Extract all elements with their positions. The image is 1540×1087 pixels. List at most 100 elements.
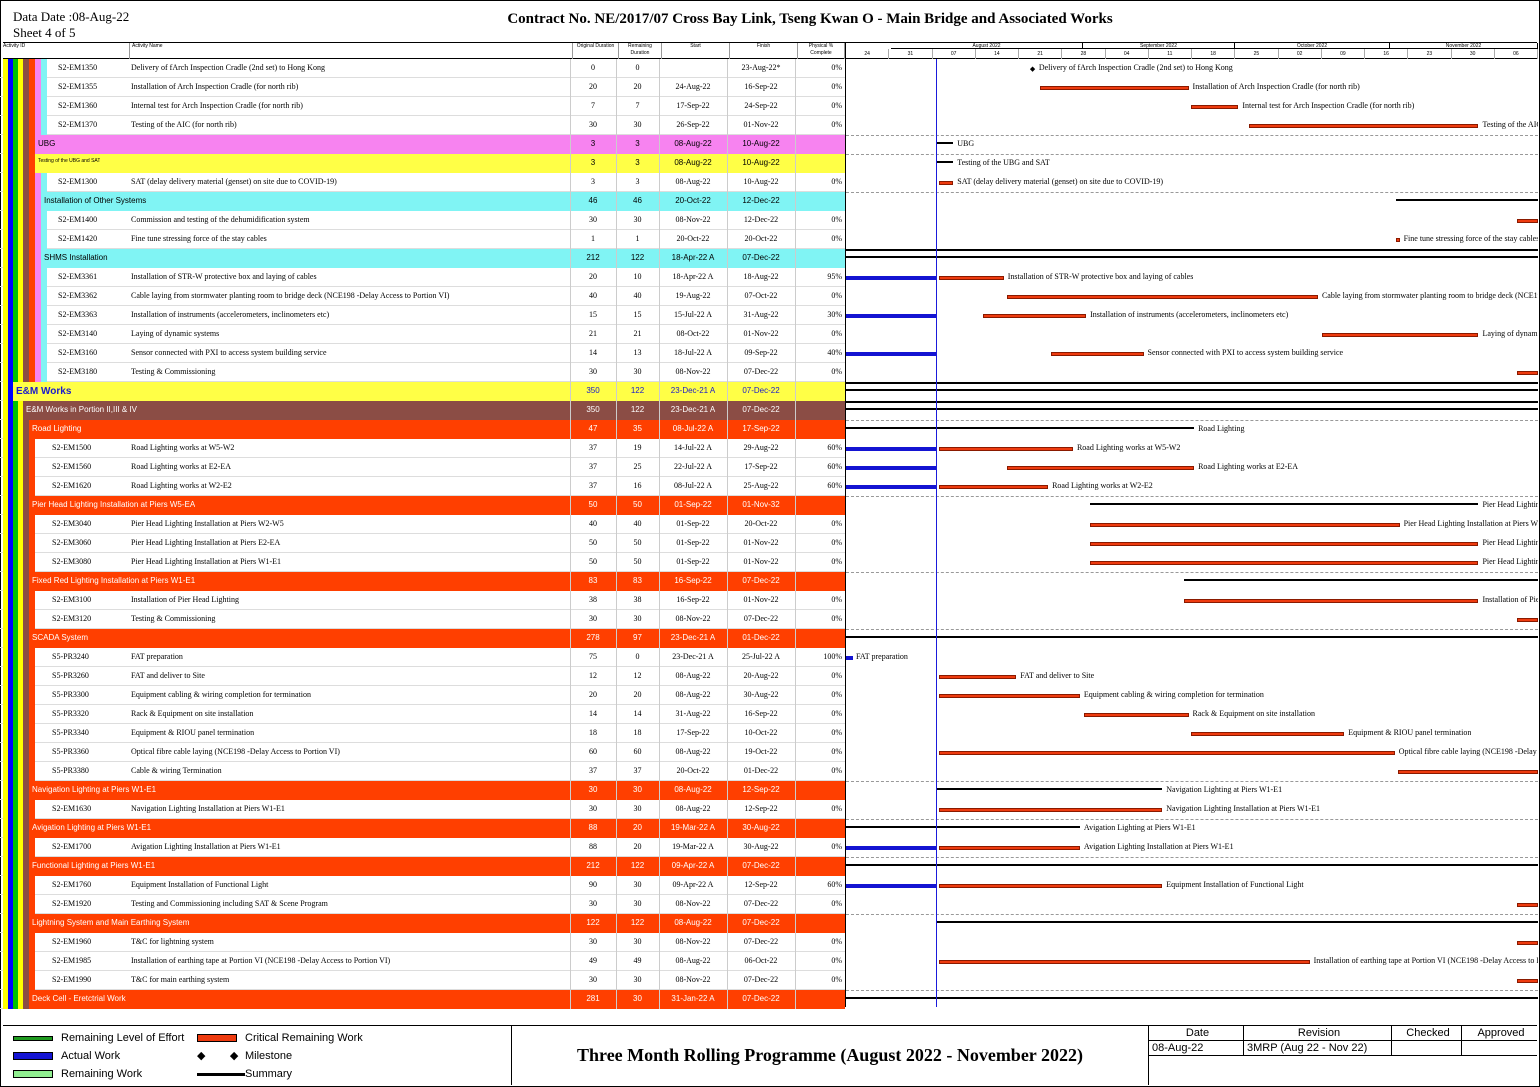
activity-row[interactable]: S2-EM3361 Installation of STR-W protectiv… — [0, 268, 845, 287]
wbs-group-row[interactable]: SHMS Installation 212 122 18-Apr-22 A 07-Dec… — [0, 249, 845, 268]
wbs-group-row[interactable]: E&M Works in Portion II,III & IV 350 122 23… — [0, 401, 845, 420]
activity-row[interactable]: S2-EM3362 Cable laying from stormwater pl… — [0, 287, 845, 306]
column-divider — [616, 344, 617, 363]
remaining-duration: 30 — [633, 994, 642, 1003]
activity-row[interactable]: S2-EM3180 Testing & Commissioning 30 30 08-N… — [0, 363, 845, 382]
remaining-duration: 3 — [635, 158, 640, 167]
activity-name: Equipment Installation of Functional Lig… — [131, 880, 269, 889]
activity-row[interactable]: S2-EM1350 Delivery of fArch Inspection Cr… — [0, 59, 845, 78]
activity-id: S5-PR3260 — [52, 671, 89, 680]
activity-row[interactable]: S5-PR3340 Equipment & RIOU panel terminat… — [0, 724, 845, 743]
group-name: Avigation Lighting at Piers W1-E1 — [32, 823, 152, 832]
activity-row[interactable]: S2-EM1355 Installation of Arch Inspection… — [0, 78, 845, 97]
wbs-level-band — [8, 306, 13, 325]
physical-complete: 0% — [831, 329, 842, 338]
physical-complete: 0% — [831, 709, 842, 718]
activity-row[interactable]: S2-EM1400 Commission and testing of the d… — [0, 211, 845, 230]
original-duration: 20 — [589, 272, 597, 281]
activity-row[interactable]: S2-EM3040 Pier Head Lighting Installation… — [0, 515, 845, 534]
physical-complete: 0% — [831, 595, 842, 604]
start-date: 08-Nov-22 — [675, 614, 711, 623]
wbs-group-row[interactable]: Avigation Lighting at Piers W1-E1 88 20 19-… — [0, 819, 845, 838]
activity-row[interactable]: S2-EM1960 T&C for lightning system 30 30 08-… — [0, 933, 845, 952]
column-divider — [727, 401, 728, 420]
activity-row[interactable]: S2-EM1620 Road Lighting works at W2-E2 37 1… — [0, 477, 845, 496]
activity-row[interactable]: S5-PR3240 FAT preparation 75 0 23-Dec-21 A 25… — [0, 648, 845, 667]
wbs-group-row[interactable]: Lightning System and Main Earthing Syste… — [0, 914, 845, 933]
physical-complete: 0% — [831, 842, 842, 851]
activity-id: S2-EM1300 — [58, 177, 98, 186]
activity-row[interactable]: S2-EM1360 Internal test for Arch Inspecti… — [0, 97, 845, 116]
column-divider — [727, 743, 728, 762]
column-divider — [727, 306, 728, 325]
wbs-group-row[interactable]: Testing of the UBG and SAT 3 3 08-Aug-22 10-… — [0, 154, 845, 173]
wbs-level-band — [29, 59, 35, 78]
column-divider — [616, 306, 617, 325]
activity-row[interactable]: S2-EM3100 Installation of Pier Head Light… — [0, 591, 845, 610]
column-divider — [659, 458, 660, 477]
activity-row[interactable]: S5-PR3320 Rack & Equipment on site instal… — [0, 705, 845, 724]
wbs-level-band — [8, 344, 13, 363]
chart-row-divider — [846, 990, 1538, 991]
wbs-level-band — [29, 211, 35, 230]
wbs-level-band — [8, 629, 13, 648]
wbs-group-row[interactable]: SCADA System 278 97 23-Dec-21 A 01-Dec-22 — [0, 629, 845, 648]
column-divider — [727, 477, 728, 496]
bar-label: Pier Head Lightin — [1482, 499, 1538, 509]
activity-row[interactable]: S2-EM3080 Pier Head Lighting Installation… — [0, 553, 845, 572]
activity-row[interactable]: S2-EM1985 Installation of earthing tape a… — [0, 952, 845, 971]
column-divider — [570, 515, 571, 534]
wbs-group-row[interactable]: Fixed Red Lighting Installation at Piers… — [0, 572, 845, 591]
finish-date: 07-Dec-22 — [743, 975, 779, 984]
column-divider — [659, 629, 660, 648]
actual-work-bar — [846, 446, 938, 451]
column-divider — [727, 287, 728, 306]
wbs-group-row[interactable]: Road Lighting 47 35 08-Jul-22 A 17-Sep-22 — [0, 420, 845, 439]
wbs-level-band — [13, 914, 18, 933]
bar-label: Installation of STR-W protective box and… — [1007, 271, 1194, 281]
wbs-level-band — [18, 857, 23, 876]
timeline-month: November 2022 — [1390, 43, 1538, 49]
wbs-group-row[interactable]: Navigation Lighting at Piers W1-E1 30 30 08… — [0, 781, 845, 800]
wbs-level-band — [23, 439, 29, 458]
column-divider — [659, 990, 660, 1009]
wbs-group-row[interactable]: Pier Head Lighting Installation at Piers… — [0, 496, 845, 515]
activity-row[interactable]: S5-PR3380 Cable & wiring Termination 37 37 2… — [0, 762, 845, 781]
wbs-group-row[interactable]: Installation of Other Systems 46 46 20-Oct-… — [0, 192, 845, 211]
wbs-level-band — [23, 78, 29, 97]
column-divider — [659, 401, 660, 420]
summary-bar-icon — [197, 1072, 245, 1076]
activity-row[interactable]: S2-EM1500 Road Lighting works at W5-W2 37 1… — [0, 439, 845, 458]
activity-row[interactable]: S2-EM1760 Equipment Installation of Funct… — [0, 876, 845, 895]
group-band — [29, 420, 845, 439]
wbs-group-row[interactable]: Functional Lighting at Piers W1-E1 212 122… — [0, 857, 845, 876]
activity-row[interactable]: S2-EM1700 Avigation Lighting Installation… — [0, 838, 845, 857]
wbs-level-band — [41, 306, 47, 325]
activity-row[interactable]: S2-EM1420 Fine tune stressing force of th… — [0, 230, 845, 249]
wbs-group-row[interactable]: UBG 3 3 08-Aug-22 10-Aug-22 — [0, 135, 845, 154]
activity-id: S2-EM1620 — [52, 481, 92, 490]
wbs-level-band — [13, 135, 18, 154]
wbs-level-band — [8, 914, 13, 933]
activity-row[interactable]: S2-EM1990 T&C for main earthing system 30 3… — [0, 971, 845, 990]
activity-row[interactable]: S2-EM1300 SAT (delay delivery material (g… — [0, 173, 845, 192]
activity-row[interactable]: S2-EM1920 Testing and Commissioning inclu… — [0, 895, 845, 914]
activity-row[interactable]: S5-PR3260 FAT and deliver to Site 12 12 08-A… — [0, 667, 845, 686]
activity-row[interactable]: S2-EM3140 Laying of dynamic systems 21 21 08… — [0, 325, 845, 344]
activity-row[interactable]: S2-EM1370 Testing of the AIC (for north r… — [0, 116, 845, 135]
finish-date: 31-Aug-22 — [743, 310, 779, 319]
activity-row[interactable]: S2-EM3060 Pier Head Lighting Installation… — [0, 534, 845, 553]
activity-row[interactable]: S2-EM3120 Testing & Commissioning 30 30 08-N… — [0, 610, 845, 629]
physical-complete: 0% — [831, 690, 842, 699]
wbs-level-band — [23, 838, 29, 857]
summary-bar — [937, 920, 1538, 923]
activity-row[interactable]: S2-EM1630 Navigation Lighting Installatio… — [0, 800, 845, 819]
activity-name: Installation of STR-W protective box and… — [131, 272, 317, 281]
activity-row[interactable]: S2-EM3363 Installation of instruments (ac… — [0, 306, 845, 325]
activity-row[interactable]: S2-EM1560 Road Lighting works at E2-EA 37 2… — [0, 458, 845, 477]
activity-row[interactable]: S5-PR3300 Equipment cabling & wiring comp… — [0, 686, 845, 705]
activity-row[interactable]: S2-EM3160 Sensor connected with PXI to ac… — [0, 344, 845, 363]
wbs-group-row[interactable]: Deck Cell - Eretctrial Work 281 30 31-Jan-2… — [0, 990, 845, 1009]
activity-row[interactable]: S5-PR3360 Optical fibre cable laying (NCE… — [0, 743, 845, 762]
wbs-group-row[interactable]: E&M Works 350 122 23-Dec-21 A 07-Dec-22 — [0, 382, 845, 401]
